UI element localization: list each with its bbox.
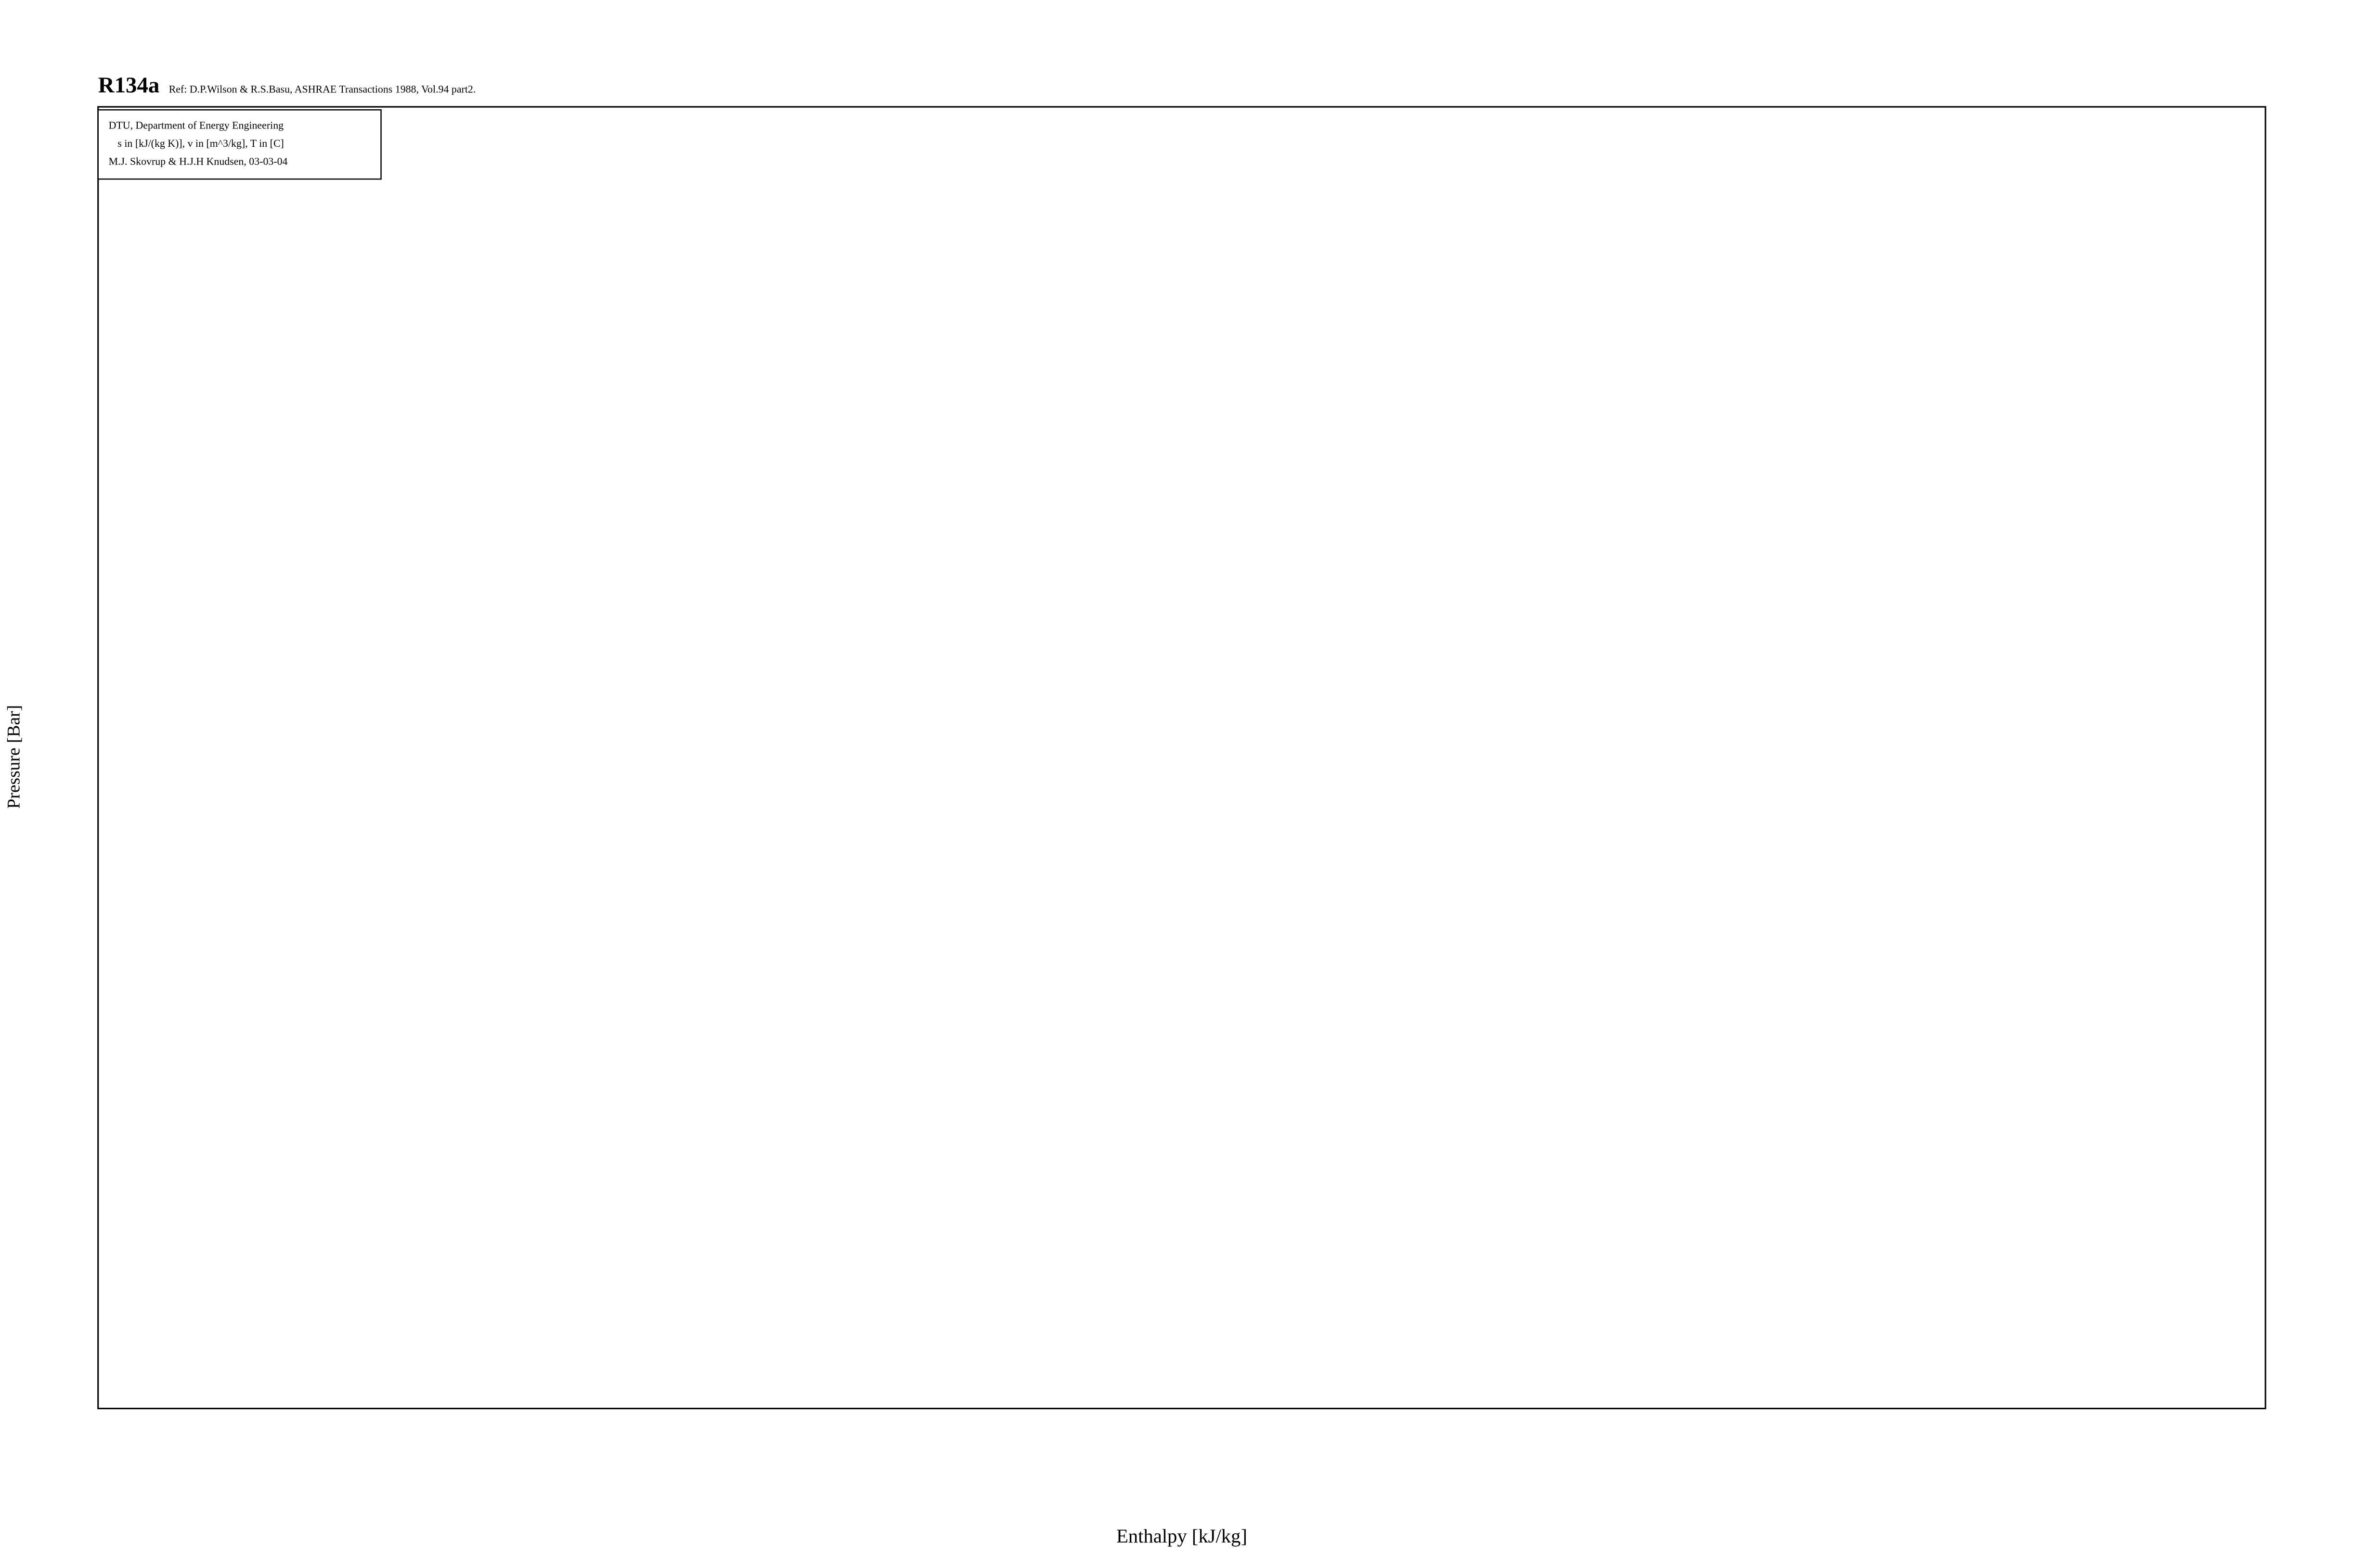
chart-subtitle: Ref: D.P.Wilson & R.S.Basu, ASHRAE Trans… <box>169 84 476 95</box>
info-box <box>97 109 382 180</box>
info-line: M.J. Skovrup & H.J.H Knudsen, 03-03-04 <box>109 156 288 167</box>
x-axis-label: Enthalpy [kJ/kg] <box>1116 1525 1247 1547</box>
info-line: s in [kJ/(kg K)], v in [m^3/kg], T in [C… <box>117 138 284 149</box>
info-line: DTU, Department of Energy Engineering <box>109 120 284 131</box>
y-axis-label: Pressure [Bar] <box>4 705 24 809</box>
chart-title: R134a <box>98 73 160 98</box>
plot-frame <box>97 106 2266 1410</box>
